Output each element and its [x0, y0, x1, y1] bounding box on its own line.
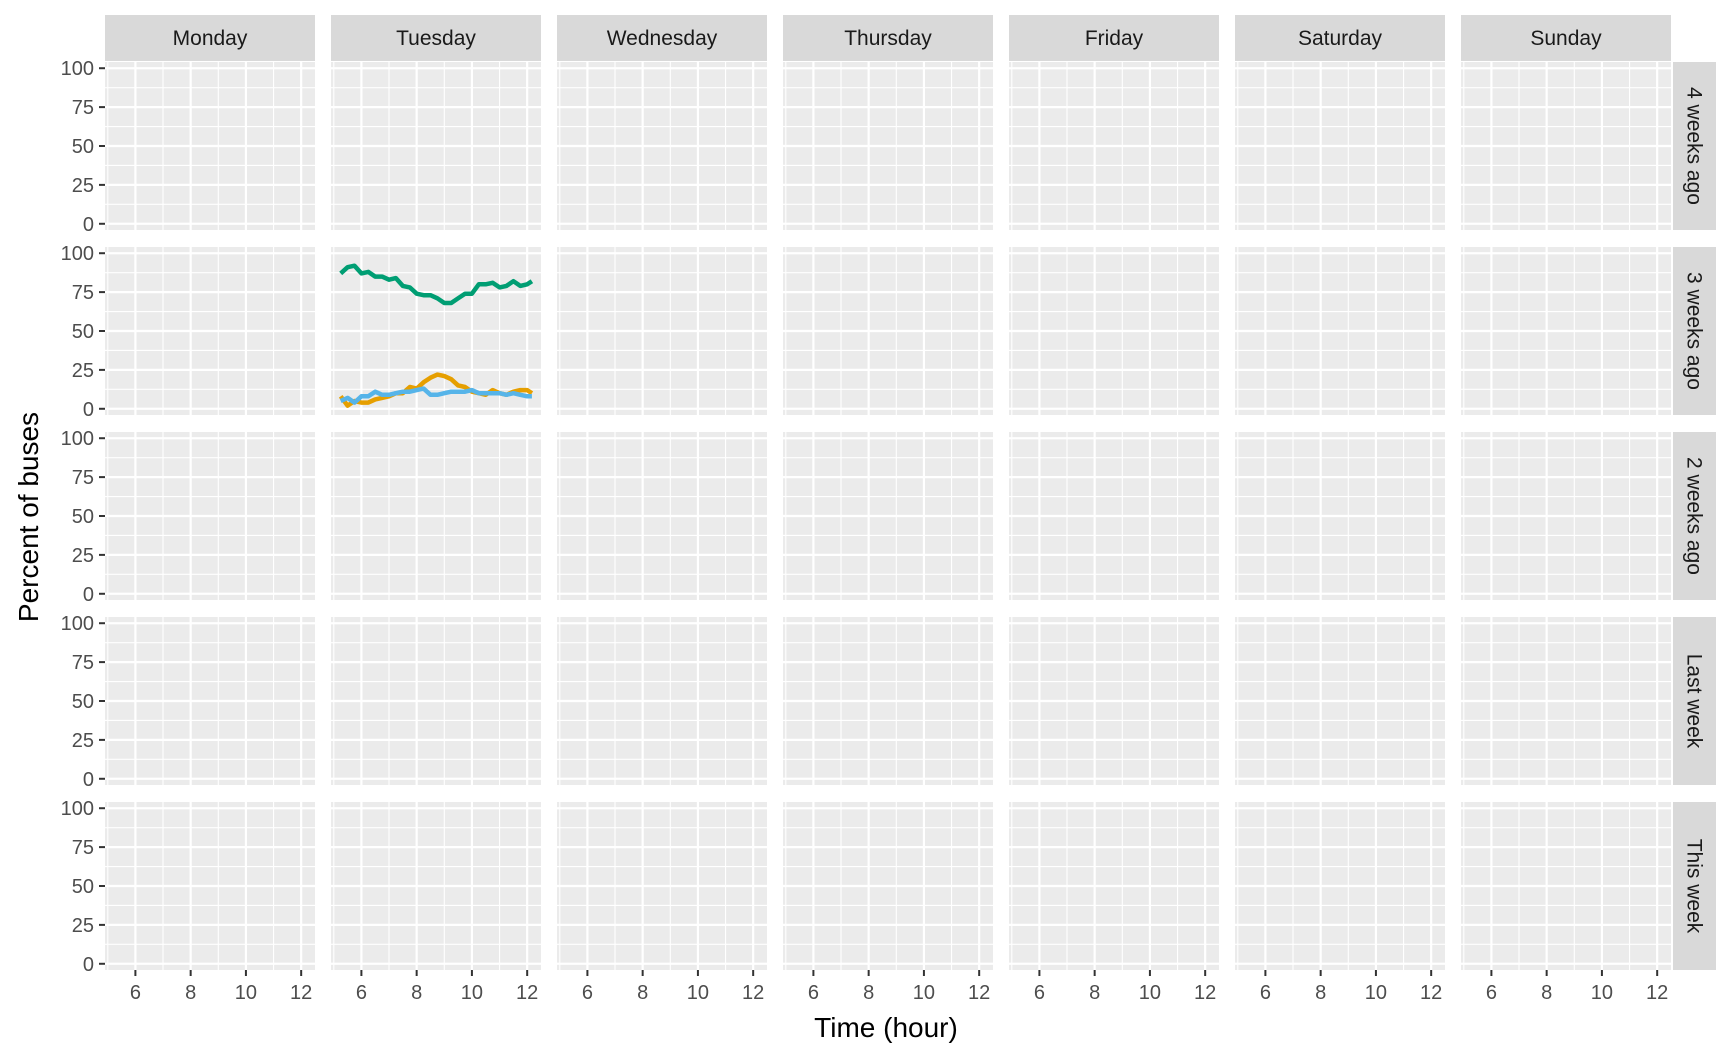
y-tick-label: 0: [83, 399, 94, 421]
x-tick-label: 8: [1541, 982, 1552, 1004]
column-strip: [1009, 15, 1219, 61]
y-tick-label: 100: [61, 613, 94, 635]
y-tick-label: 0: [83, 584, 94, 606]
y-tick-label: 50: [72, 136, 94, 158]
row-strip-label: 2 weeks ago: [1683, 457, 1706, 575]
y-tick-label: 50: [72, 876, 94, 898]
y-tick-label: 0: [83, 769, 94, 791]
series-line-1: [339, 263, 534, 306]
x-tick-label: 12: [290, 982, 312, 1004]
y-tick-label: 50: [72, 506, 94, 528]
row-strip-label: 4 weeks ago: [1683, 87, 1706, 205]
y-tick-label: 100: [61, 428, 94, 450]
y-tick-label: 75: [72, 652, 94, 674]
row-strip: [1673, 62, 1716, 230]
y-tick-label: 75: [72, 467, 94, 489]
x-tick-label: 8: [411, 982, 422, 1004]
x-tick-label: 12: [516, 982, 538, 1004]
row-strip: [1673, 247, 1716, 415]
column-strip-label: Monday: [173, 27, 248, 50]
x-tick-label: 8: [637, 982, 648, 1004]
y-tick-label: 100: [61, 798, 94, 820]
column-strip-label: Friday: [1085, 27, 1144, 50]
x-tick-label: 10: [1591, 982, 1613, 1004]
row-strip-label: Last week: [1683, 654, 1706, 749]
column-strip-label: Thursday: [844, 27, 932, 50]
row-strip: [1673, 617, 1716, 785]
y-axis-title: Percent of buses: [13, 412, 44, 622]
x-tick-label: 10: [235, 982, 257, 1004]
x-tick-label: 10: [687, 982, 709, 1004]
series-line-3: [339, 386, 532, 405]
column-strip: [331, 15, 541, 61]
y-tick-label: 0: [83, 954, 94, 976]
x-tick-label: 6: [356, 982, 367, 1004]
y-tick-label: 25: [72, 915, 94, 937]
column-strip-label: Saturday: [1298, 27, 1383, 50]
axes-layer: 0255075100025507510002550751000255075100…: [61, 58, 1669, 1004]
y-tick-label: 100: [61, 243, 94, 265]
x-tick-label: 6: [1260, 982, 1271, 1004]
grid-layer: [105, 62, 1671, 970]
x-tick-label: 6: [808, 982, 819, 1004]
x-tick-label: 8: [863, 982, 874, 1004]
y-tick-label: 25: [72, 545, 94, 567]
column-strip: [1461, 15, 1671, 61]
y-tick-label: 25: [72, 175, 94, 197]
column-strip: [783, 15, 993, 61]
y-tick-label: 0: [83, 214, 94, 236]
row-strip-label: 3 weeks ago: [1683, 272, 1706, 390]
x-tick-label: 8: [185, 982, 196, 1004]
row-strip-label: This week: [1683, 839, 1706, 934]
x-axis-title: Time (hour): [814, 1012, 958, 1043]
y-tick-label: 50: [72, 691, 94, 713]
series-layer: [338, 263, 534, 408]
x-tick-label: 12: [742, 982, 764, 1004]
column-strip-label: Sunday: [1530, 27, 1602, 50]
column-strip: [105, 15, 315, 61]
y-tick-label: 25: [72, 360, 94, 382]
x-tick-label: 10: [1139, 982, 1161, 1004]
x-tick-label: 12: [1420, 982, 1442, 1004]
x-tick-label: 6: [130, 982, 141, 1004]
x-tick-label: 12: [968, 982, 990, 1004]
column-strip-label: Tuesday: [396, 27, 476, 50]
x-tick-label: 6: [1034, 982, 1045, 1004]
column-strip: [1235, 15, 1445, 61]
x-tick-label: 10: [461, 982, 483, 1004]
x-tick-label: 12: [1646, 982, 1668, 1004]
y-tick-label: 50: [72, 321, 94, 343]
x-tick-label: 10: [913, 982, 935, 1004]
y-tick-label: 25: [72, 730, 94, 752]
column-strip-label: Wednesday: [607, 27, 718, 50]
x-tick-label: 8: [1089, 982, 1100, 1004]
x-tick-label: 6: [582, 982, 593, 1004]
x-tick-label: 12: [1194, 982, 1216, 1004]
y-tick-label: 75: [72, 282, 94, 304]
column-strip: [557, 15, 767, 61]
x-tick-label: 8: [1315, 982, 1326, 1004]
strip-layer: Monday Tuesday Wednesday Thursday Friday Satu…: [105, 15, 1716, 970]
y-tick-label: 75: [72, 837, 94, 859]
y-tick-label: 100: [61, 58, 94, 80]
row-strip: [1673, 802, 1716, 970]
x-tick-label: 6: [1486, 982, 1497, 1004]
y-tick-label: 75: [72, 97, 94, 119]
x-tick-label: 10: [1365, 982, 1387, 1004]
row-strip: [1673, 432, 1716, 600]
